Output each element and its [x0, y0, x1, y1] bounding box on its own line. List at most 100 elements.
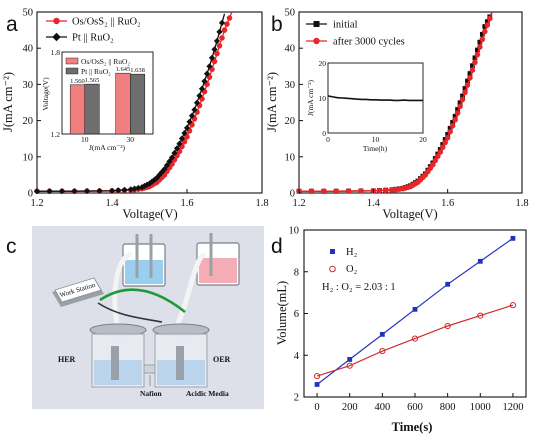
a-series-1-point — [193, 99, 201, 106]
a-series-1-point — [96, 187, 103, 195]
legend-label-initial: initial — [333, 20, 358, 31]
a-xtick-label: 1.2 — [30, 198, 43, 209]
b-series-0-point — [455, 107, 460, 112]
legend-marker-h2 — [330, 249, 335, 254]
a-series-1-point — [166, 158, 173, 165]
d-series-0-point — [477, 258, 483, 264]
b-series-1-point — [477, 44, 483, 50]
inset-b-xtick-label: 10 — [372, 135, 380, 144]
b-series-1-point — [484, 22, 491, 28]
label-acidic-media: Acidic Media — [186, 389, 229, 398]
a-ytick-label: 40 — [23, 44, 34, 55]
b-series-0-point — [484, 19, 490, 25]
b-series-1-point — [452, 117, 458, 123]
b-xtick-label: 1.4 — [367, 198, 381, 209]
panel-b-ylabel: J(mA cm⁻²) — [265, 72, 279, 132]
inset-b-xlabel: Time(h) — [363, 144, 388, 153]
inset-legend-swatch-os — [65, 57, 79, 65]
a-series-1-point — [218, 19, 226, 26]
a-series-1-point — [196, 92, 203, 99]
a-series-1-point — [208, 54, 216, 61]
a-ytick-label: 20 — [23, 116, 34, 127]
panel-d-annotation: H₂ : O₂ = 2.03 : 1 — [322, 282, 396, 293]
a-series-1-point — [173, 145, 181, 152]
b-series-0-point — [479, 31, 485, 37]
d-xtick-label: 0 — [314, 402, 319, 413]
inset-legend-label-os: Os/OsS₂ || RuO₂ — [81, 57, 130, 66]
d-xtick-label: 600 — [407, 402, 423, 413]
d-series-0-point — [412, 306, 418, 312]
b-series-1-point — [457, 103, 463, 110]
a-series-1-point — [211, 46, 218, 53]
a-series-1-point — [161, 165, 168, 173]
label-nafion: Nafion — [140, 389, 162, 398]
d-series-1-point — [346, 362, 353, 369]
a-series-1-point — [121, 186, 128, 193]
b-series-1-point — [449, 122, 456, 129]
a-series-0-point — [221, 27, 228, 33]
a-series-1-point — [213, 37, 221, 45]
inset-a-legend: Os/OsS₂ || RuO₂ Pt || RuO₂ — [65, 57, 130, 76]
inset-a-bar-0-1 — [84, 83, 100, 135]
green-wire — [99, 288, 186, 314]
a-series-1-point — [178, 135, 186, 142]
a-series-1-point — [181, 130, 188, 137]
panel-a-ylabel: J(mA cm⁻²) — [1, 72, 15, 132]
hydrogen-collection-beaker — [122, 234, 166, 287]
a-series-1-point — [183, 124, 191, 131]
b-series-0-point — [445, 131, 451, 137]
legend-marker-after — [313, 37, 320, 45]
legend-label-after: after 3000 cycles — [333, 37, 405, 48]
b-series-1-point — [472, 59, 478, 66]
panel-d-series — [313, 235, 517, 387]
b-series-0-point — [462, 86, 468, 91]
a-ytick-label: 50 — [23, 8, 34, 19]
panel-b-frame — [298, 11, 523, 194]
a-series-1-point — [58, 188, 66, 195]
panel-b-series — [296, 11, 493, 194]
inset-a-ytick-label: 1.2 — [51, 130, 61, 139]
legend-label-o2: O₂ — [346, 264, 358, 275]
d-xtick-label: 800 — [440, 402, 456, 413]
a-series-1-point — [206, 63, 213, 70]
d-series-0-point — [510, 235, 516, 241]
panel-b-xlabel: Voltage(V) — [382, 207, 437, 221]
d-series-1-line — [316, 304, 514, 377]
inset-a-bar-0-0 — [69, 84, 86, 135]
b-series-0-point — [447, 125, 453, 131]
b-series-1-point — [442, 139, 448, 146]
a-series-0-point — [214, 50, 220, 57]
panel-a-inset: 1.560 1.565 10 1.645 1.638 30 1.2 1.8 Os/OsS₂ |… — [41, 48, 154, 152]
inset-a-ytick-label: 1.8 — [51, 48, 61, 57]
panel-b-legend: initial after 3000 cycles — [306, 20, 405, 48]
a-series-1-line — [37, 13, 226, 192]
a-series-1-point — [216, 28, 223, 36]
panel-b-letter: b — [271, 13, 283, 36]
b-series-1-point — [459, 96, 466, 103]
panel-d-ylabel: Volume(mL) — [275, 281, 289, 345]
panel-a-frame — [36, 11, 263, 194]
inset-b-xtick-label: 20 — [419, 135, 427, 144]
b-series-0-point — [460, 93, 465, 99]
b-series-1-point — [345, 188, 352, 194]
d-series-1-point — [444, 322, 451, 330]
b-series-0-point — [467, 71, 473, 76]
b-series-0-point — [450, 119, 456, 125]
a-series-1-point — [83, 187, 91, 195]
label-oer: OER — [213, 355, 231, 364]
d-ytick-label: 10 — [289, 226, 300, 237]
inset-a-bar-1-0 — [115, 72, 131, 135]
b-series-0-point — [472, 55, 478, 61]
b-series-1-point — [469, 67, 476, 73]
b-series-1-point — [308, 188, 315, 194]
oxygen-collection-beaker — [196, 233, 240, 286]
b-ytick-label: 20 — [285, 116, 296, 127]
a-series-1-point — [188, 112, 196, 119]
a-series-1-point — [191, 106, 198, 113]
b-ytick-label: 30 — [285, 80, 296, 91]
b-series-1-point — [447, 128, 453, 135]
b-series-0-point — [452, 113, 458, 119]
d-xtick-label: 1200 — [502, 402, 523, 413]
nafion-bridge — [143, 364, 156, 374]
